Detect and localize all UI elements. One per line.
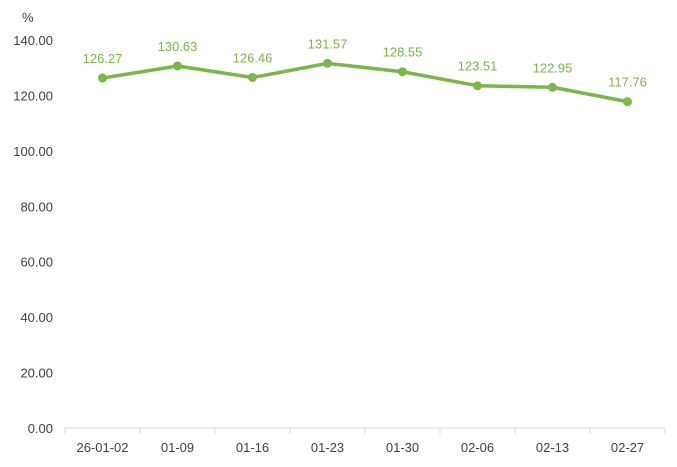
data-label: 126.27 — [83, 51, 123, 66]
y-tick-label: 40.00 — [20, 310, 53, 325]
data-label: 117.76 — [608, 75, 647, 90]
data-point — [98, 73, 107, 83]
x-tick-label: 01-16 — [236, 440, 269, 455]
data-label: 128.55 — [383, 45, 423, 60]
x-tick-label: 26-01-02 — [76, 440, 128, 455]
x-axis-ticks: 26-01-02 01-09 01-16 01-23 01-30 02-06 02-13 02… — [64, 428, 666, 455]
data-label: 126.46 — [233, 51, 273, 66]
data-label: 130.63 — [158, 39, 198, 54]
y-tick-label: 100.00 — [13, 144, 53, 159]
y-tick-label: 140.00 — [13, 33, 53, 48]
data-label: 131.57 — [308, 36, 348, 51]
y-axis-unit-label: % — [22, 10, 34, 25]
data-point — [173, 61, 182, 71]
data-point — [398, 67, 407, 77]
x-tick-label: 02-27 — [611, 440, 644, 455]
data-labels: 126.27 130.63 126.46 131.57 128.55 123.51 122.… — [83, 36, 647, 89]
y-axis-ticks: 0.00 20.00 40.00 60.00 80.00 100.00 120.00 140.… — [13, 33, 53, 436]
x-tick-label: 02-06 — [461, 440, 494, 455]
data-points — [98, 58, 632, 107]
data-point — [473, 81, 482, 91]
data-label: 123.51 — [458, 59, 498, 74]
series-line — [100, 61, 630, 104]
y-tick-label: 80.00 — [20, 199, 53, 214]
data-point — [548, 82, 557, 92]
y-tick-label: 0.00 — [28, 421, 53, 436]
data-point — [248, 73, 257, 83]
data-point — [323, 58, 332, 68]
data-label: 122.95 — [533, 60, 573, 75]
x-tick-label: 01-09 — [161, 440, 194, 455]
y-tick-label: 20.00 — [20, 366, 53, 381]
data-point — [623, 97, 632, 107]
x-tick-label: 02-13 — [536, 440, 569, 455]
y-tick-label: 60.00 — [20, 255, 53, 270]
x-tick-label: 01-30 — [386, 440, 419, 455]
y-tick-label: 120.00 — [13, 88, 53, 103]
x-tick-label: 01-23 — [311, 440, 344, 455]
